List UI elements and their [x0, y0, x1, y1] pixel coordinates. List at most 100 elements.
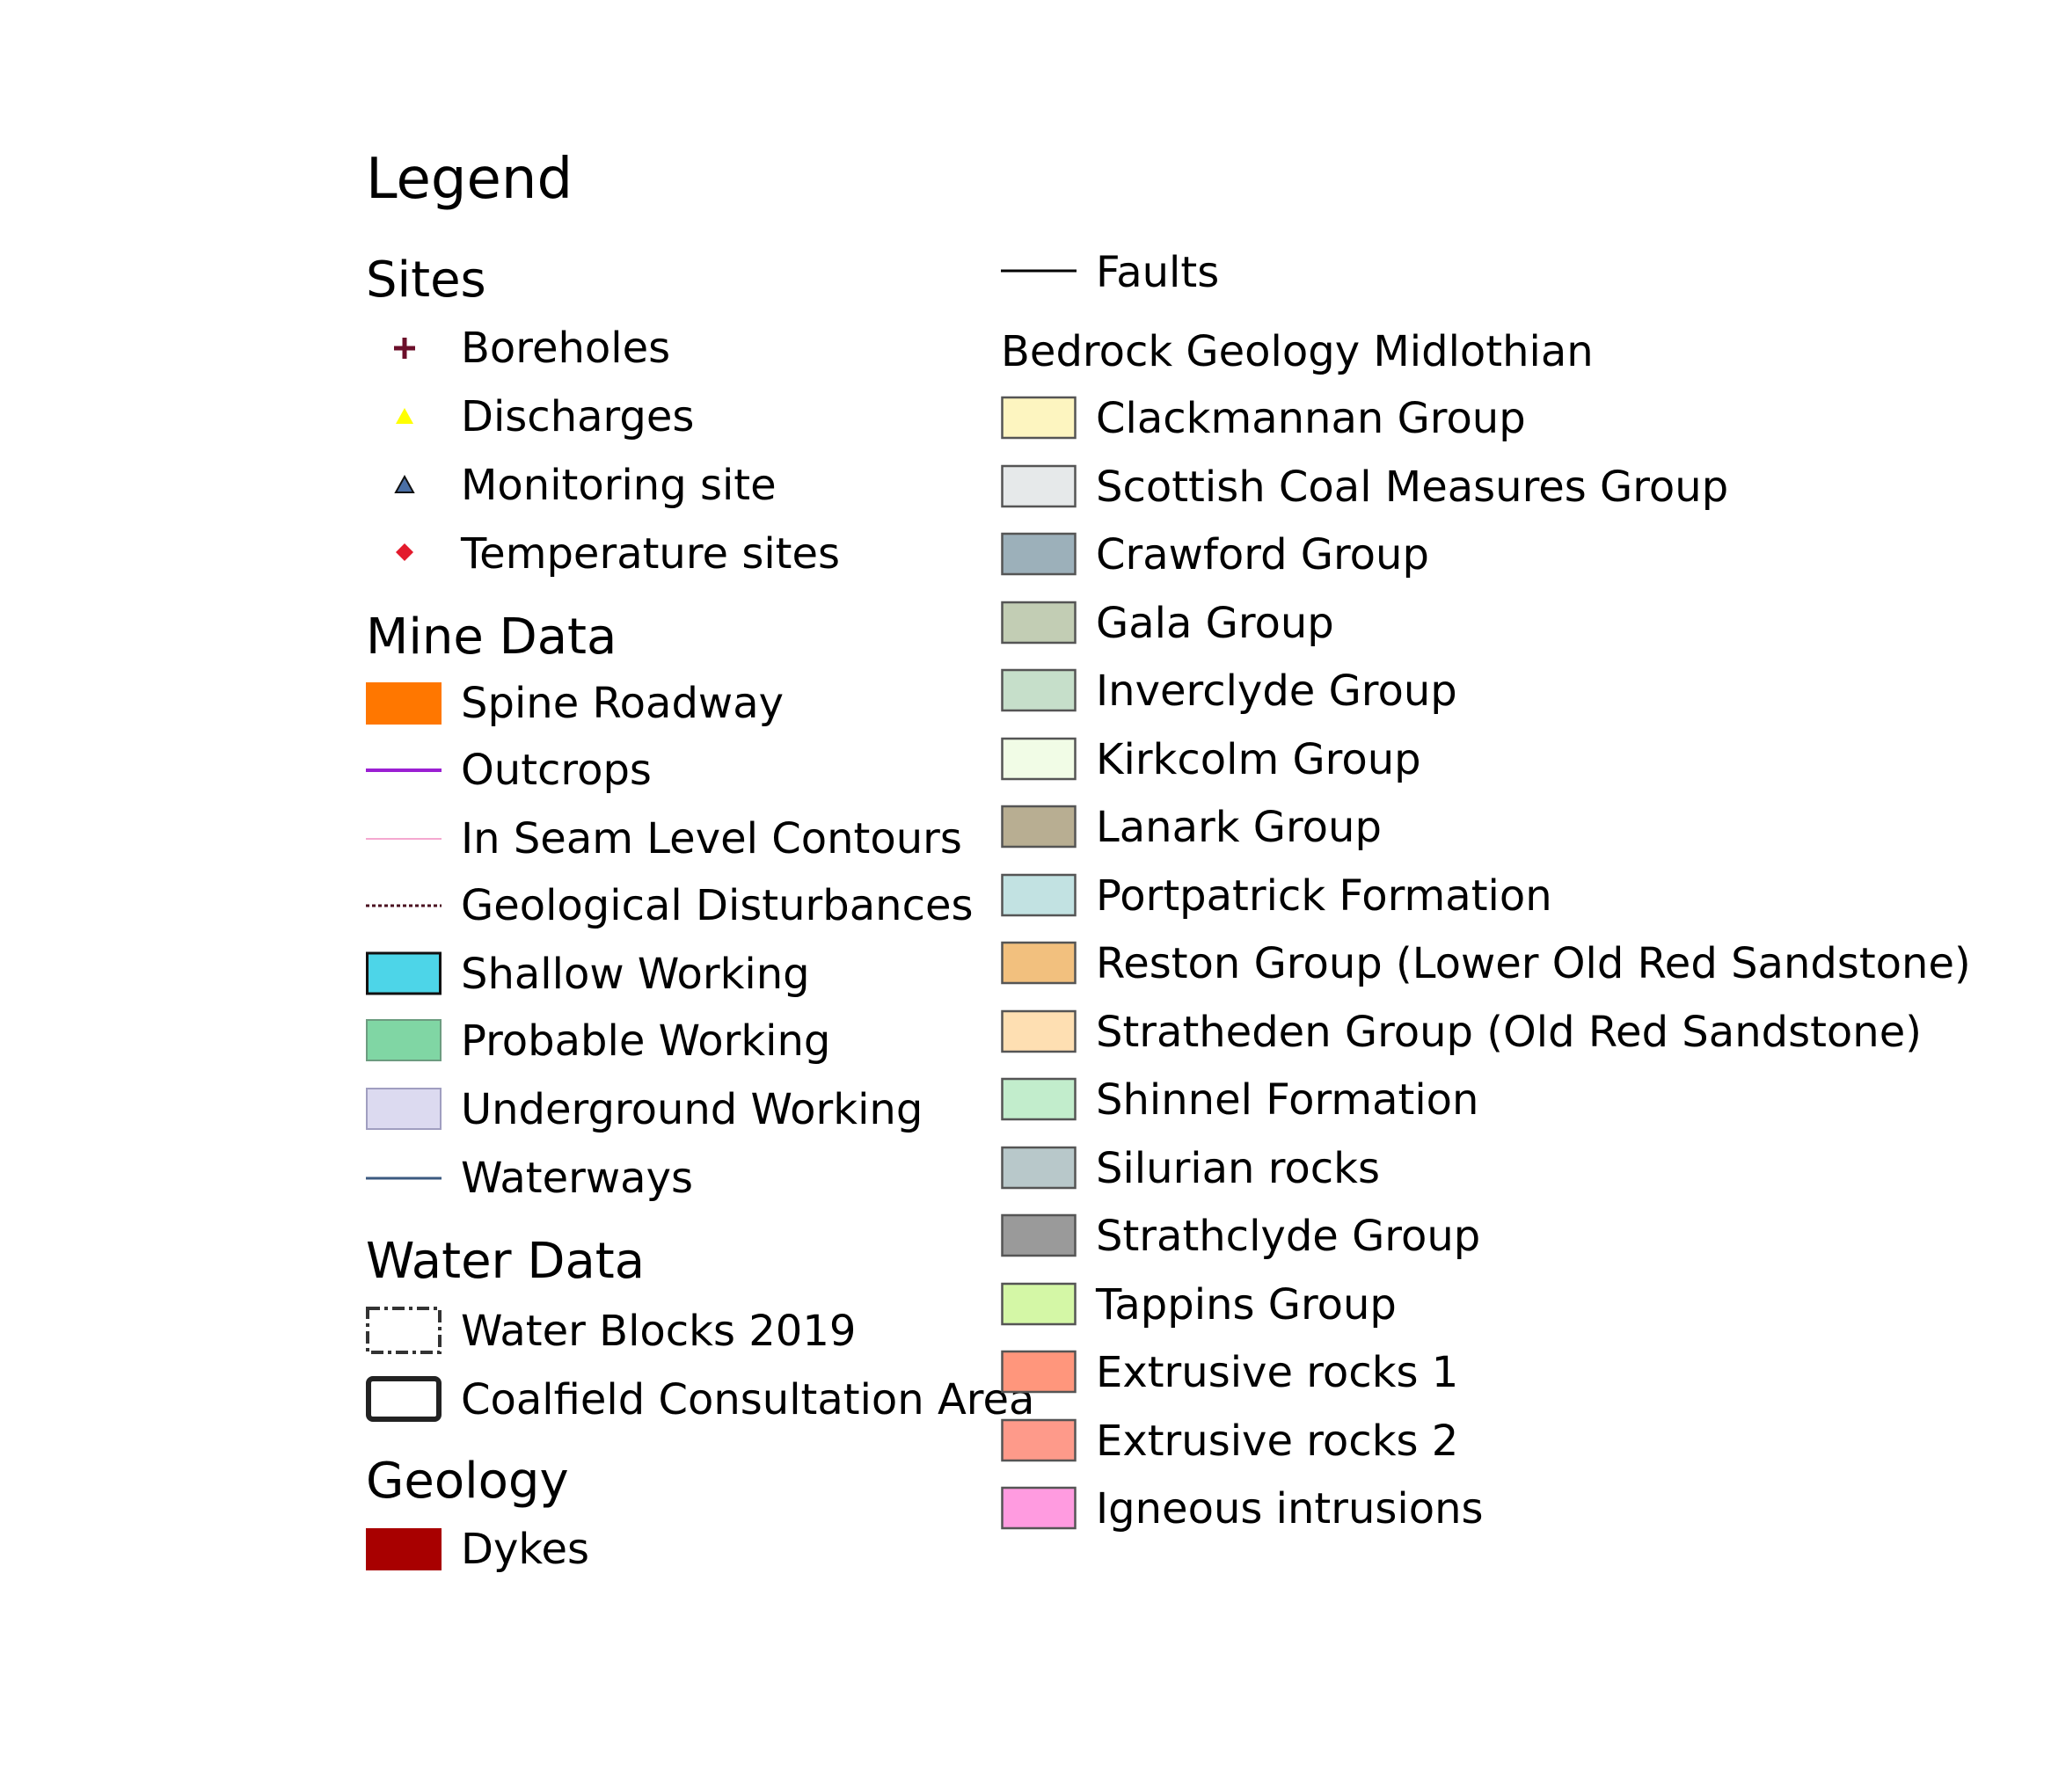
legend-item-geological-disturbances: Geological Disturbances — [366, 879, 974, 932]
legend-item-bedrock: Silurian rocks — [1001, 1142, 1380, 1195]
legend-item-outcrops: Outcrops — [366, 744, 652, 797]
fill-swatch — [366, 948, 443, 1001]
legend-item-bedrock: Stratheden Group (Old Red Sandstone) — [1001, 1006, 1922, 1059]
legend-item-bedrock: Strathclyde Group — [1001, 1210, 1480, 1263]
legend-label: Gala Group — [1096, 598, 1334, 648]
triangle-icon — [366, 459, 443, 512]
legend-item-monitoring-site: Monitoring site — [366, 459, 777, 512]
legend-item-underground-working: Underground Working — [366, 1083, 923, 1136]
legend-item-spine-roadway: Spine Roadway — [366, 677, 784, 730]
plus-icon — [366, 322, 443, 375]
legend-item-bedrock: Extrusive rocks 1 — [1001, 1346, 1458, 1399]
legend-item-temperature-sites: Temperature sites — [366, 528, 840, 580]
sites-heading: Sites — [366, 251, 486, 309]
legend-label: Igneous intrusions — [1096, 1484, 1484, 1533]
legend-item-bedrock: Kirkcolm Group — [1001, 733, 1421, 786]
legend-label: Geological Disturbances — [461, 881, 974, 930]
legend-label: Tappins Group — [1096, 1279, 1397, 1329]
legend-item-bedrock: Clackmannan Group — [1001, 392, 1526, 445]
legend-label: Crawford Group — [1096, 530, 1429, 579]
fill-swatch — [1001, 733, 1078, 786]
fill-swatch — [366, 1523, 443, 1576]
legend-title: Legend — [366, 147, 573, 212]
legend-item-dykes: Dykes — [366, 1523, 589, 1576]
fill-swatch — [1001, 801, 1078, 854]
legend-label: Inverclyde Group — [1096, 667, 1457, 716]
legend-item-bedrock: Lanark Group — [1001, 801, 1382, 854]
legend-item-bedrock: Reston Group (Lower Old Red Sandstone) — [1001, 937, 1971, 990]
legend-label: Spine Roadway — [461, 679, 785, 728]
water-data-heading: Water Data — [366, 1233, 646, 1290]
legend-item-water-blocks-2019: Water Blocks 2019 — [366, 1305, 856, 1358]
legend-label: Outcrops — [461, 746, 652, 795]
legend-label: Extrusive rocks 1 — [1096, 1348, 1459, 1397]
legend-label: Scottish Coal Measures Group — [1096, 462, 1729, 512]
legend-label: Lanark Group — [1096, 803, 1382, 852]
dotted-line-icon — [366, 879, 443, 932]
legend-label: Stratheden Group (Old Red Sandstone) — [1096, 1007, 1922, 1057]
legend-label: Dykes — [461, 1525, 589, 1574]
legend-label: Faults — [1096, 248, 1220, 297]
legend-label: Water Blocks 2019 — [461, 1307, 857, 1356]
legend-label: Boreholes — [461, 324, 671, 373]
legend-item-faults: Faults — [1001, 246, 1219, 299]
line-icon — [366, 812, 443, 865]
legend-item-bedrock: Gala Group — [1001, 597, 1334, 650]
legend-label: Portpatrick Formation — [1096, 871, 1552, 921]
dashed-box-icon — [366, 1305, 443, 1358]
mine-data-heading: Mine Data — [366, 608, 617, 666]
legend-label: Waterways — [461, 1154, 693, 1203]
legend-label: Strathclyde Group — [1096, 1212, 1481, 1261]
fill-swatch — [1001, 665, 1078, 718]
legend-item-bedrock: Portpatrick Formation — [1001, 870, 1552, 922]
legend-label: Shinnel Formation — [1096, 1075, 1479, 1125]
legend-label: Silurian rocks — [1096, 1143, 1380, 1193]
legend-label: Underground Working — [461, 1085, 923, 1134]
fill-swatch — [1001, 870, 1078, 922]
legend-item-bedrock: Extrusive rocks 2 — [1001, 1415, 1458, 1468]
fill-swatch — [1001, 1006, 1078, 1059]
fill-swatch — [1001, 461, 1078, 514]
legend-label: Temperature sites — [461, 529, 841, 579]
outline-box-icon — [366, 1373, 443, 1426]
legend-item-bedrock: Scottish Coal Measures Group — [1001, 461, 1728, 514]
fill-swatch — [1001, 1346, 1078, 1399]
legend-label: In Seam Level Contours — [461, 814, 962, 863]
line-icon — [366, 744, 443, 797]
legend-label: Discharges — [461, 392, 695, 441]
line-icon — [366, 1152, 443, 1205]
legend-item-coalfield-consultation-area: Coalfield Consultation Area — [366, 1373, 1034, 1426]
fill-swatch — [1001, 937, 1078, 990]
geology-heading: Geology — [366, 1453, 569, 1510]
fill-swatch — [1001, 1482, 1078, 1535]
fill-swatch — [1001, 1142, 1078, 1195]
legend-item-bedrock: Shinnel Formation — [1001, 1074, 1478, 1126]
fill-swatch — [366, 1015, 443, 1067]
diamond-icon — [366, 528, 443, 580]
triangle-icon — [366, 390, 443, 443]
legend-item-bedrock: Inverclyde Group — [1001, 665, 1457, 718]
legend-label: Probable Working — [461, 1016, 831, 1066]
legend-item-boreholes: Boreholes — [366, 322, 670, 375]
fill-swatch — [366, 677, 443, 730]
legend-item-shallow-working: Shallow Working — [366, 948, 810, 1001]
fill-swatch — [366, 1083, 443, 1136]
legend-label: Extrusive rocks 2 — [1096, 1416, 1459, 1466]
legend-label: Coalfield Consultation Area — [461, 1375, 1035, 1424]
fill-swatch — [1001, 1278, 1078, 1331]
legend-item-in-seam-level-contours: In Seam Level Contours — [366, 812, 962, 865]
fill-swatch — [1001, 528, 1078, 581]
legend-item-probable-working: Probable Working — [366, 1015, 830, 1067]
legend-item-waterways: Waterways — [366, 1152, 693, 1205]
legend-label: Reston Group (Lower Old Red Sandstone) — [1096, 939, 1971, 988]
legend-label: Kirkcolm Group — [1096, 734, 1421, 784]
line-icon — [1001, 246, 1078, 299]
legend-label: Clackmannan Group — [1096, 394, 1526, 443]
fill-swatch — [1001, 1210, 1078, 1263]
legend-label: Shallow Working — [461, 950, 810, 999]
fill-swatch — [1001, 1074, 1078, 1126]
legend-label: Monitoring site — [461, 461, 777, 510]
legend-item-bedrock: Igneous intrusions — [1001, 1482, 1484, 1535]
fill-swatch — [1001, 392, 1078, 445]
